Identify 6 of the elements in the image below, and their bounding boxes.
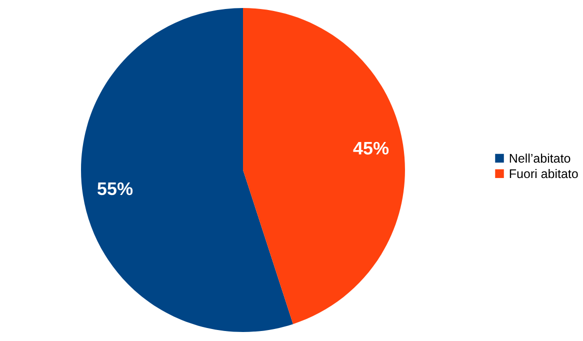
- legend-label: Nell’abitato: [510, 154, 570, 163]
- data-label: 55%: [97, 182, 133, 196]
- data-label: 45%: [353, 142, 389, 155]
- legend-label: Fuori abitato: [510, 168, 578, 178]
- pie-slice: [81, 8, 294, 332]
- pie-slice: [243, 8, 405, 324]
